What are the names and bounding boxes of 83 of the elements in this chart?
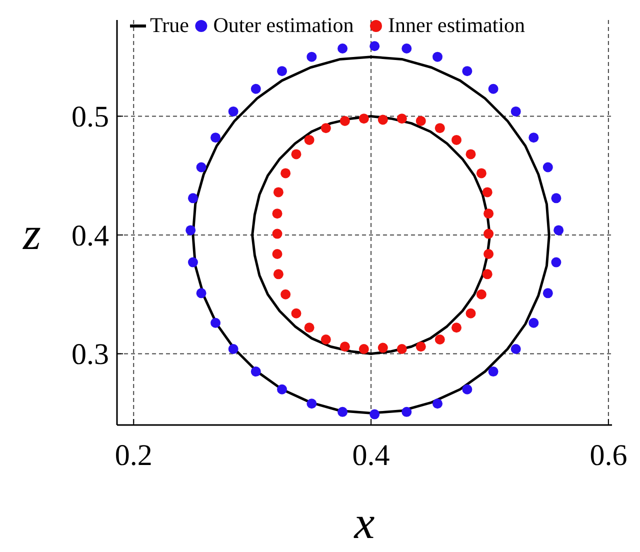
point <box>304 134 314 145</box>
point <box>228 344 238 354</box>
point <box>542 162 553 172</box>
point <box>338 44 348 54</box>
point <box>476 168 486 178</box>
point <box>306 398 317 409</box>
point <box>416 342 426 352</box>
point <box>196 162 206 172</box>
point <box>402 44 412 54</box>
y-tick-label: 0.4 <box>72 219 109 252</box>
point <box>510 106 521 116</box>
point <box>510 344 521 354</box>
point <box>370 409 380 420</box>
point <box>451 134 462 145</box>
x-tick-label: 0.4 <box>352 439 390 472</box>
point <box>542 288 553 298</box>
point <box>291 149 302 160</box>
y-axis-title: z <box>22 208 42 259</box>
point <box>358 114 369 124</box>
point <box>488 84 498 94</box>
legend-label: Inner estimation <box>388 13 526 37</box>
point <box>466 149 476 160</box>
point <box>273 187 284 198</box>
point <box>306 52 317 62</box>
x-tick-label: 0.2 <box>114 439 152 472</box>
point <box>466 308 476 318</box>
point <box>482 187 492 198</box>
point <box>338 406 348 417</box>
point <box>554 225 564 236</box>
point <box>484 208 494 219</box>
point <box>476 289 486 300</box>
point <box>304 322 314 333</box>
point <box>277 66 287 76</box>
point <box>402 406 412 417</box>
point <box>210 132 221 143</box>
point <box>434 123 445 134</box>
point <box>272 208 282 219</box>
y-tick-label: 0.5 <box>72 100 109 134</box>
legend-label: True <box>150 13 189 37</box>
point <box>396 344 407 354</box>
point <box>378 342 388 353</box>
point <box>291 308 302 318</box>
point <box>484 228 494 239</box>
point <box>358 344 369 354</box>
point <box>228 106 238 116</box>
point <box>250 366 261 377</box>
point <box>273 269 284 280</box>
point <box>320 334 331 344</box>
point <box>188 193 198 204</box>
point <box>188 257 198 268</box>
point <box>396 114 407 124</box>
point <box>378 114 388 125</box>
point <box>370 41 380 52</box>
point <box>196 288 206 298</box>
point <box>482 269 492 280</box>
point <box>340 116 350 126</box>
point <box>462 66 472 76</box>
point <box>432 398 443 409</box>
point <box>277 384 287 394</box>
x-axis-title: x <box>353 497 376 548</box>
point <box>250 84 261 94</box>
point <box>551 257 562 268</box>
point <box>416 116 426 126</box>
legend-label: Outer estimation <box>213 13 354 37</box>
point <box>186 225 196 236</box>
point <box>528 132 539 143</box>
point <box>434 334 445 344</box>
point <box>280 168 291 178</box>
point <box>340 342 350 352</box>
point <box>488 366 498 377</box>
point <box>320 123 331 134</box>
point <box>210 318 221 328</box>
point <box>280 289 291 300</box>
point <box>551 193 562 204</box>
x-tick-label: 0.6 <box>590 439 628 472</box>
point <box>528 318 539 328</box>
point <box>462 384 472 394</box>
point <box>432 52 443 62</box>
point <box>272 228 282 239</box>
point <box>484 248 494 259</box>
point <box>272 248 282 259</box>
point <box>451 322 462 333</box>
y-tick-label: 0.3 <box>72 338 109 372</box>
